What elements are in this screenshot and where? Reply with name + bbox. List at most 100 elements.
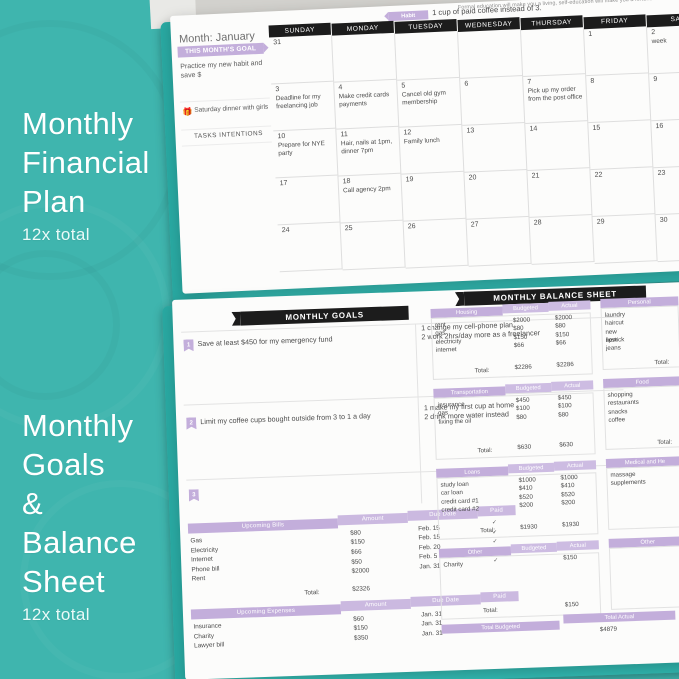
calendar-cell[interactable]: 16 (651, 118, 679, 168)
balance-item-actual: $200 (561, 499, 576, 507)
calendar-cell[interactable]: 15 (588, 119, 654, 170)
calendar-cell[interactable]: 2 week (646, 24, 679, 74)
balance-item-budgeted: $80 (513, 325, 524, 333)
calendar-cell[interactable]: 9 (649, 71, 679, 121)
balance-total-label: Total: (480, 526, 496, 535)
table-cell: $2000 (351, 567, 370, 576)
calendar-cell[interactable]: 11 Hair, nails at 1pm, dinner 7pm (336, 126, 402, 177)
calendar-cell[interactable]: 7 Pick up my order from the post office (523, 74, 589, 125)
calendar-date-number: 30 (659, 216, 668, 224)
calendar-cell[interactable]: 19 (401, 171, 467, 222)
balance-total-label: Total: (477, 446, 493, 455)
calendar-cell[interactable]: 22 (590, 166, 656, 217)
balance-right-item: haircut (604, 319, 624, 328)
calendar-cell[interactable]: 25 (340, 220, 406, 271)
calendar-cell[interactable] (395, 31, 461, 81)
column-header-budgeted: Budgeted (502, 302, 549, 314)
balance-total-actual: $2286 (556, 361, 574, 369)
calendar-date-number: 31 (273, 38, 282, 47)
balance-right-frame (608, 545, 679, 610)
calendar-date-number: 29 (596, 218, 605, 226)
table-title: Upcoming Expenses (190, 604, 342, 620)
calendar-date-number: 20 (468, 174, 477, 182)
promo-line: Balance (22, 525, 137, 560)
balance-item-budgeted: $66 (513, 341, 525, 350)
promo-line: Plan (22, 184, 86, 219)
grand-total-actual-value: $4879 (599, 625, 618, 634)
calendar-date-number: 8 (590, 77, 595, 85)
column-header-amount: Amount (340, 598, 411, 612)
calendar-cell[interactable]: 10 Prepare for NYE party (273, 128, 339, 179)
calendar-date-number: 2 (651, 28, 656, 36)
balance-right-total-label: Total: (657, 438, 673, 447)
balance-item-budgeted: $100 (515, 404, 530, 413)
calendar-event: Call agency 2pm (342, 185, 391, 195)
balance-total-budgeted: $630 (517, 443, 532, 452)
column-header-budgeted: Budgeted (507, 462, 555, 474)
calendar-cell[interactable]: 23 (653, 164, 679, 215)
calendar-date-number: 18 (342, 178, 351, 186)
balance-item-actual: $2000 (554, 314, 573, 322)
calendar-cell[interactable]: 26 (403, 218, 469, 269)
calendar-cell[interactable]: 18 Call agency 2pm (338, 173, 404, 224)
calendar-cell[interactable]: 28 (529, 215, 595, 266)
calendar-cell[interactable]: 4 Make credit cards payments (334, 79, 400, 130)
goal-flag: 2 (186, 417, 196, 429)
calendar-cell[interactable]: 20 (464, 170, 530, 221)
calendar-date-number: 6 (464, 80, 469, 89)
goal-flag: 3 (189, 489, 199, 501)
calendar-page: Formal education will make you a living,… (170, 0, 679, 294)
calendar-date-number: 10 (277, 132, 286, 141)
tasks-intentions-label: TASKS INTENTIONS (193, 129, 264, 141)
goal-flag: 1 (183, 339, 193, 351)
calendar-cell[interactable]: 3 Deadline for my freelancing job (271, 81, 337, 132)
balance-item-actual: $520 (560, 490, 575, 499)
calendar-cell[interactable]: 29 (592, 213, 658, 264)
column-header-actual: Actual (548, 300, 591, 311)
balance-total-budgeted: $1930 (520, 523, 538, 531)
calendar-spread: Formal education will make you a living,… (160, 0, 679, 305)
balance-total-label: Total: (482, 606, 498, 615)
table-total-label: Total: (304, 589, 320, 597)
calendar-cell[interactable]: 13 (462, 123, 528, 174)
calendar-cell[interactable]: 8 (586, 72, 652, 123)
calendar-cell[interactable]: 21 (527, 168, 593, 219)
calendar-cell[interactable] (521, 27, 587, 78)
paid-checkmark[interactable]: ✓ (492, 538, 498, 546)
balance-right-total-label: Total: (654, 358, 670, 367)
texture-swirl (0, 250, 120, 400)
balance-total-budgeted: $2286 (514, 363, 532, 372)
balance-item-budgeted: $2000 (512, 316, 531, 325)
calendar-cell[interactable]: 27 (466, 217, 532, 268)
calendar-cell[interactable] (458, 29, 524, 80)
calendar-cell[interactable]: 30 (655, 211, 679, 262)
column-header-actual: Actual (551, 380, 594, 391)
calendar-cell[interactable]: 31 (269, 34, 335, 85)
balance-item-actual: $80 (555, 322, 566, 331)
calendar-cell[interactable]: 24 (277, 222, 343, 273)
balance-item-actual: $100 (557, 402, 572, 410)
calendar-cell[interactable] (332, 32, 398, 83)
calendar-cell[interactable]: 14 (525, 121, 591, 172)
balance-item-budgeted: $80 (516, 413, 527, 421)
calendar-cell[interactable]: 17 (275, 175, 341, 226)
balance-right-item: new jeans (605, 336, 621, 353)
calendar-cell[interactable]: 6 (460, 76, 526, 127)
calendar-grid: 31 1 2 week 3 Deadline for my freelancing job… (269, 18, 679, 290)
balance-item-actual: $1000 (560, 473, 578, 482)
balance-item-budgeted: $150 (513, 333, 528, 341)
balance-item-actual: $150 (563, 554, 578, 562)
calendar-date-number: 22 (594, 171, 603, 179)
promo-line: Monthly (22, 106, 134, 141)
goals-balance-spread: MONTHLY GOALS MONTHLY BALANCE SHEET 1 Sa… (162, 281, 679, 679)
balance-right-item: supplements (610, 478, 646, 488)
column-header-budgeted: Budgeted (510, 542, 558, 554)
calendar-cell[interactable]: 12 Family lunch (399, 125, 465, 175)
goal-row: 2 Limit my coffee cups bought outside fr… (186, 410, 416, 418)
calendar-cell[interactable]: 5 Cancel old gym membership (397, 78, 463, 128)
calendar-date-number: 21 (531, 172, 540, 181)
balance-right-item: restaurants (607, 399, 639, 408)
calendar-date-number: 3 (275, 86, 280, 94)
calendar-date-number: 7 (527, 79, 532, 87)
calendar-cell[interactable]: 1 (584, 25, 650, 76)
